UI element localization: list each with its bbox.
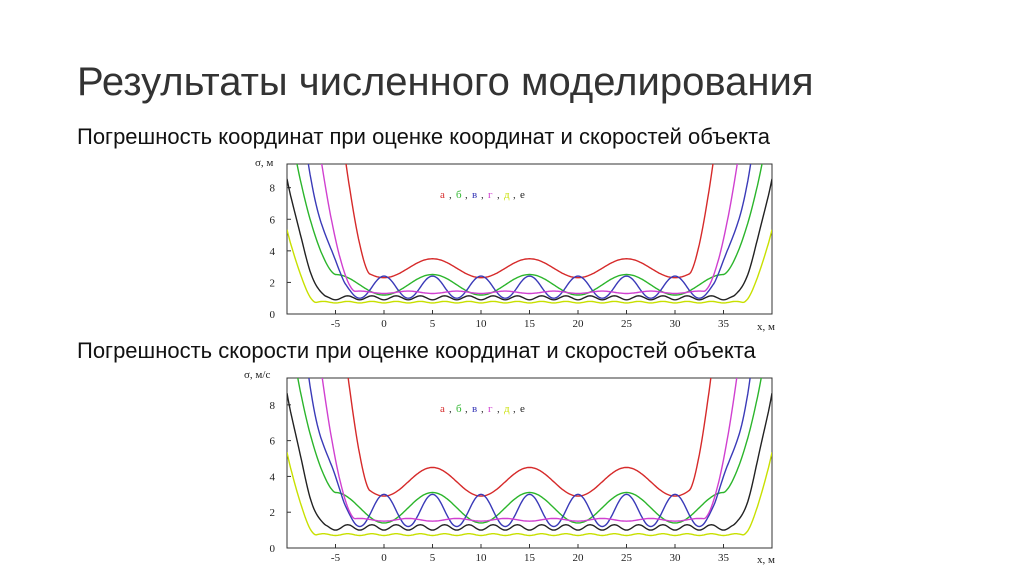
legend-separator: , <box>497 189 500 201</box>
x-tick-label: 20 <box>573 552 585 564</box>
legend-separator: , <box>481 189 484 201</box>
legend-separator: , <box>449 403 452 415</box>
x-tick-label: -5 <box>331 552 341 564</box>
legend-entry-е: е <box>520 189 525 201</box>
series-line-а <box>345 164 714 279</box>
legend-entry-а: а <box>440 403 445 415</box>
x-axis-label: x, м <box>757 554 775 566</box>
series-line-е <box>287 178 772 301</box>
x-tick-label: 35 <box>718 552 730 564</box>
legend-entry-д: д <box>504 403 510 415</box>
plot-frame <box>286 377 773 549</box>
y-axis-label: σ, м/с <box>244 369 270 381</box>
y-tick-label: 2 <box>270 277 276 289</box>
legend-entry-е: е <box>520 403 525 415</box>
legend-entry-а: а <box>440 189 445 201</box>
x-axis-label: x, м <box>757 321 775 333</box>
y-axis-label: σ, м <box>255 157 273 169</box>
legend-entry-д: д <box>504 189 510 201</box>
series-line-б <box>297 378 762 524</box>
legend-separator: , <box>465 403 468 415</box>
legend-entry-б: б <box>456 189 462 201</box>
series-line-а <box>347 378 712 497</box>
velocity-error-subtitle: Погрешность скорости при оценке координа… <box>77 338 756 363</box>
series-line-в <box>307 164 752 299</box>
series-line-д <box>287 452 772 537</box>
y-tick-label: 0 <box>270 543 276 555</box>
x-tick-label: 35 <box>718 318 730 330</box>
series-line-б <box>296 164 763 296</box>
legend-entry-б: б <box>456 403 462 415</box>
legend-separator: , <box>497 403 500 415</box>
y-tick-label: 0 <box>270 309 276 321</box>
y-tick-label: 6 <box>270 436 276 448</box>
x-tick-label: 5 <box>430 552 436 564</box>
y-tick-label: 8 <box>270 183 276 195</box>
x-tick-label: 10 <box>476 318 488 330</box>
series-line-е <box>287 392 772 531</box>
x-tick-label: 25 <box>621 318 633 330</box>
series-line-г <box>321 164 738 295</box>
x-tick-label: -5 <box>331 318 341 330</box>
legend-entry-г: г <box>488 403 493 415</box>
x-tick-label: 0 <box>381 552 387 564</box>
x-tick-label: 25 <box>621 552 633 564</box>
legend-entry-в: в <box>472 403 477 415</box>
x-tick-label: 30 <box>670 318 682 330</box>
x-tick-label: 15 <box>524 552 536 564</box>
y-tick-label: 8 <box>270 400 276 412</box>
slide-title: Результаты численного моделирования <box>77 60 814 104</box>
x-tick-label: 10 <box>476 552 488 564</box>
x-tick-label: 0 <box>381 318 387 330</box>
legend-entry-г: г <box>488 189 493 201</box>
x-tick-label: 15 <box>524 318 536 330</box>
legend-entry-в: в <box>472 189 477 201</box>
x-tick-label: 30 <box>670 552 682 564</box>
legend-separator: , <box>481 403 484 415</box>
legend-separator: , <box>449 189 452 201</box>
position-error-subtitle: Погрешность координат при оценке координ… <box>77 124 771 149</box>
y-tick-label: 6 <box>270 214 276 226</box>
legend-separator: , <box>513 189 516 201</box>
legend-separator: , <box>513 403 516 415</box>
y-tick-label: 2 <box>270 507 276 519</box>
legend-separator: , <box>465 189 468 201</box>
y-tick-label: 4 <box>270 246 276 258</box>
series-line-в <box>308 378 751 528</box>
x-tick-label: 20 <box>573 318 585 330</box>
series-line-д <box>287 229 772 304</box>
series-line-г <box>321 378 738 522</box>
x-tick-label: 5 <box>430 318 436 330</box>
y-tick-label: 4 <box>270 471 276 483</box>
